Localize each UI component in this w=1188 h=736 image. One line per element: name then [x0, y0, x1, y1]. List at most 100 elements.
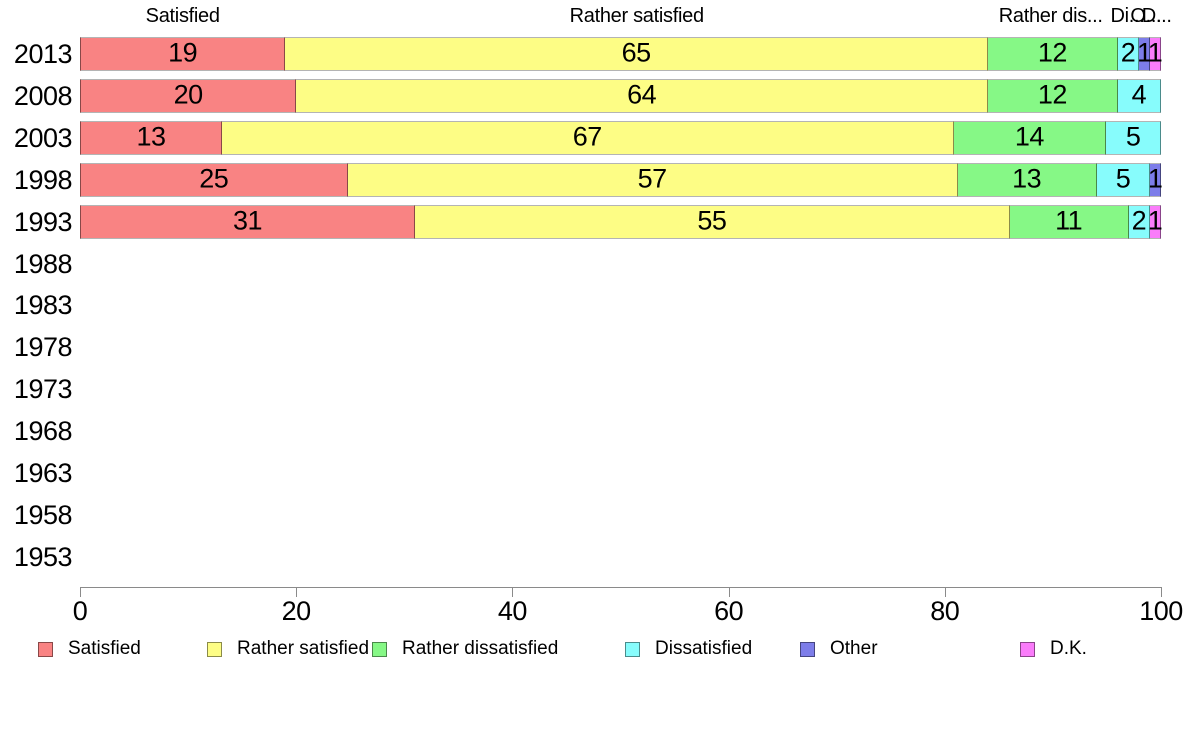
legend-swatch-icon [1020, 641, 1035, 657]
stacked-bar: 13 67 14 5 [80, 120, 1161, 155]
segment-value-label: 5 [1125, 121, 1141, 152]
bar-segment-other: 1 [1147, 162, 1163, 197]
legend-label: Rather dissatisfied [402, 638, 559, 659]
segment-value-label: 19 [168, 37, 198, 68]
column-header-label: O... [1130, 5, 1162, 27]
bar-segment-d-k-: 1 [1147, 37, 1163, 71]
segment-value-label: 31 [233, 205, 263, 236]
bar-segment-rather-dissatisfied: 11 [1009, 204, 1129, 239]
bar-segment-d-k-: 1 [1147, 204, 1163, 239]
bar-segment-satisfied: 19 [80, 37, 286, 71]
x-axis-line [80, 587, 1162, 588]
x-axis-tick [512, 588, 514, 597]
bar-segment-satisfied: 31 [80, 204, 416, 239]
segment-value-label: 13 [136, 121, 166, 152]
bar-segment-satisfied: 20 [80, 78, 297, 113]
year-label: 1993 [13, 206, 73, 237]
x-axis-tick [1161, 588, 1162, 597]
segment-value-label: 1 [1147, 37, 1163, 68]
legend-label: Rather satisfied [237, 638, 370, 659]
bar-segment-dissatisfied: 4 [1117, 78, 1161, 113]
x-axis-tick-label: 0 [72, 596, 88, 626]
bar-segment-dissatisfied: 2 [1117, 37, 1140, 71]
x-axis-tick [296, 588, 298, 597]
x-axis-tick-label: 20 [281, 596, 312, 626]
year-label: 1973 [13, 374, 73, 405]
year-label: 1958 [13, 499, 73, 530]
year-label: 1953 [13, 541, 73, 572]
year-label: 2003 [13, 122, 73, 153]
x-axis-tick-label: 80 [930, 596, 960, 626]
bar-segment-rather-satisfied: 65 [285, 37, 989, 71]
stacked-bar: 19 65 12 2 1 1 [80, 37, 1163, 71]
year-label: 1968 [13, 416, 73, 447]
x-axis-tick-label: 60 [714, 596, 744, 626]
column-header-label: Rather satisfied [569, 5, 704, 27]
segment-value-label: 12 [1037, 79, 1068, 110]
bar-segment-rather-satisfied: 64 [296, 78, 989, 113]
segment-value-label: 55 [697, 205, 727, 236]
segment-value-label: 13 [1012, 163, 1042, 194]
legend-item: Satisfied [38, 638, 141, 659]
column-header-label: Di... [1110, 5, 1145, 27]
segment-value-label: 14 [1014, 121, 1045, 152]
x-axis-tick-label: 100 [1139, 596, 1183, 626]
legend-item: Rather dissatisfied [372, 638, 559, 659]
year-label: 1978 [13, 332, 73, 363]
year-label: 1963 [13, 458, 73, 488]
segment-value-label: 57 [637, 163, 668, 194]
stacked-bar: 20 64 12 4 [80, 78, 1161, 113]
bar-segment-rather-dissatisfied: 12 [988, 37, 1118, 71]
segment-value-label: 1 [1147, 205, 1163, 236]
legend-swatch-icon [625, 641, 640, 657]
segment-value-label: 65 [621, 37, 652, 68]
legend-label: Dissatisfied [655, 638, 753, 659]
legend-label: Other [830, 638, 878, 659]
legend-label: Satisfied [68, 638, 141, 659]
x-axis-tick-label: 40 [497, 596, 528, 626]
segment-value-label: 12 [1037, 37, 1068, 68]
bar-segment-rather-satisfied: 57 [347, 162, 958, 197]
year-label: 2013 [13, 39, 73, 69]
x-axis-tick [728, 588, 730, 597]
stacked-bar: 25 57 13 5 1 [80, 162, 1163, 197]
column-header-label: Satisfied [145, 5, 220, 27]
bar-segment-dissatisfied: 2 [1128, 204, 1151, 239]
x-axis-tick [80, 588, 81, 597]
segment-value-label: 25 [199, 163, 229, 194]
bar-segment-other: 1 [1136, 37, 1152, 71]
year-label: 1983 [13, 290, 73, 321]
segment-value-label: 5 [1115, 163, 1131, 194]
stacked-bar: 31 55 11 2 1 [80, 204, 1163, 239]
bar-segment-satisfied: 13 [80, 120, 222, 155]
segment-value-label: 4 [1131, 79, 1147, 110]
segment-value-label: 1 [1136, 37, 1152, 68]
legend-swatch-icon [372, 641, 387, 657]
x-axis-tick [944, 588, 946, 597]
bar-segment-satisfied: 25 [80, 162, 348, 197]
legend-swatch-icon [800, 641, 815, 657]
bar-segment-dissatisfied: 5 [1096, 162, 1151, 197]
bar-segment-rather-dissatisfied: 14 [953, 120, 1107, 155]
bar-segment-dissatisfied: 5 [1106, 120, 1161, 155]
segment-value-label: 1 [1147, 163, 1163, 194]
segment-value-label: 2 [1120, 37, 1136, 68]
column-header-label: Rather dis... [998, 5, 1103, 27]
column-header-label: D... [1141, 5, 1172, 27]
year-label: 1998 [13, 164, 73, 195]
legend-item: Dissatisfied [625, 638, 753, 659]
legend-swatch-icon [207, 641, 222, 657]
year-label: 1988 [13, 248, 73, 279]
legend-item: Other [800, 638, 878, 659]
segment-value-label: 64 [627, 79, 657, 110]
year-label: 2008 [13, 80, 73, 111]
bar-segment-rather-dissatisfied: 12 [988, 78, 1118, 113]
bar-segment-rather-satisfied: 55 [415, 204, 1010, 239]
legend-item: D.K. [1020, 638, 1087, 659]
segment-value-label: 20 [173, 79, 204, 110]
segment-value-label: 11 [1055, 205, 1083, 236]
bar-segment-rather-dissatisfied: 13 [957, 162, 1097, 197]
bar-segment-rather-satisfied: 67 [221, 120, 954, 155]
legend-swatch-icon [38, 641, 53, 657]
